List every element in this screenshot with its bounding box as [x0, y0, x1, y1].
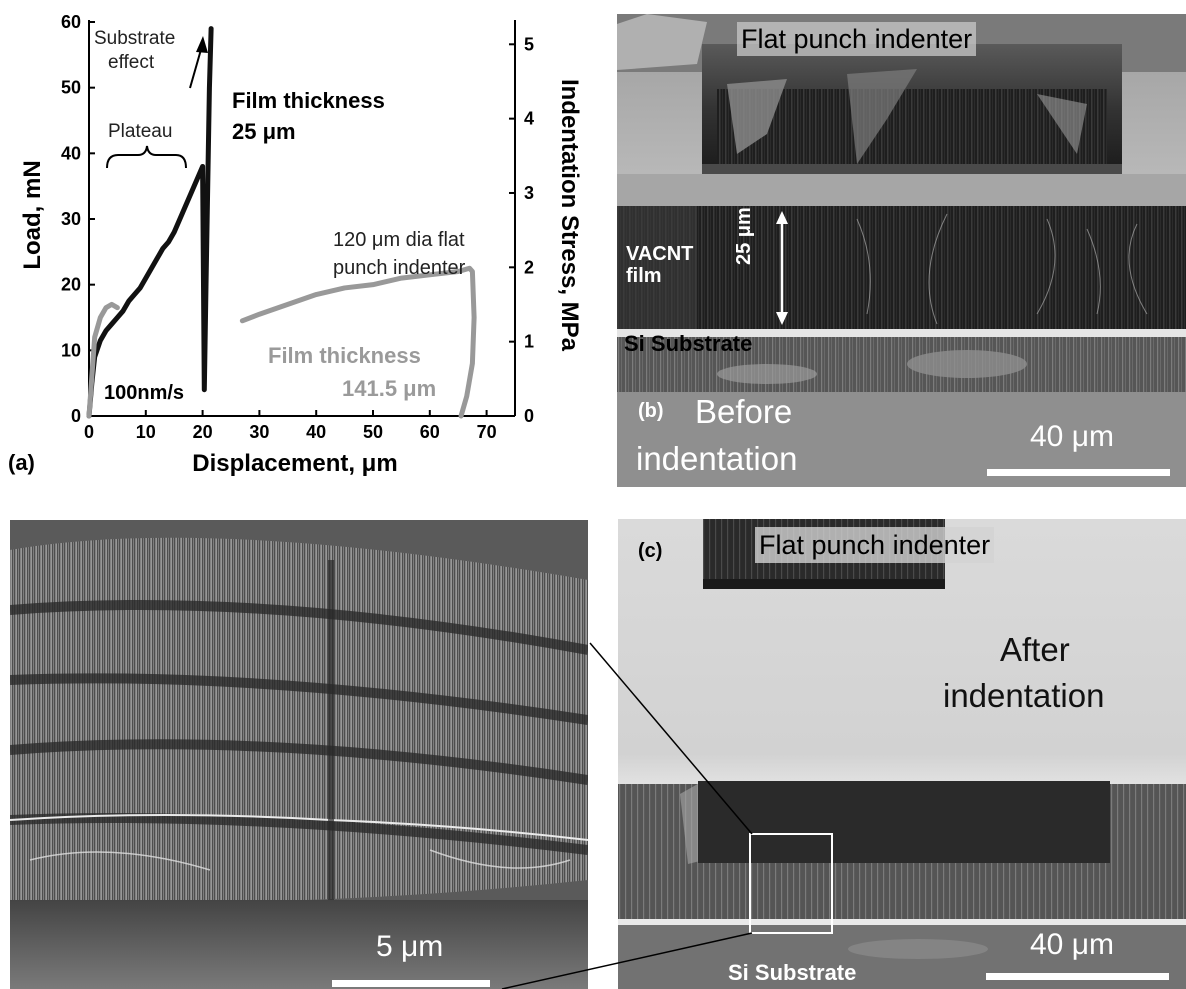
- panel-b-label: (b): [638, 400, 664, 422]
- substrate-effect-label-1: Substrate: [94, 28, 175, 49]
- y-tick-label: 30: [61, 209, 81, 229]
- panel-c-substrate-label: Si Substrate: [728, 960, 857, 985]
- panel-c-caption-1: After: [1000, 631, 1070, 668]
- substrate-effect-arrow: [189, 45, 203, 89]
- y2-tick-label: 3: [524, 183, 534, 203]
- y-tick-label: 10: [61, 340, 81, 360]
- panel-b-caption-1: Before: [695, 393, 793, 430]
- y-tick-label: 0: [71, 406, 81, 426]
- panel-d-scale-label: 5 μm: [376, 930, 444, 963]
- x-tick-label: 20: [193, 422, 213, 442]
- x-tick-label: 10: [136, 422, 156, 442]
- y-axis-label: Load, mN: [19, 160, 46, 269]
- sem-closeup-image: [10, 520, 588, 989]
- sem-before-image: [617, 14, 1186, 487]
- panel-b-caption-2: indentation: [636, 440, 798, 477]
- x-tick-label: 30: [249, 422, 269, 442]
- speed-label: 100nm/s: [104, 382, 184, 404]
- panel-c-label: (c): [638, 540, 663, 562]
- panel-b-substrate-label: Si Substrate: [624, 331, 753, 356]
- film25-label-2: 25 μm: [232, 119, 296, 144]
- panel-c-scale-label: 40 μm: [1030, 928, 1114, 961]
- film141-label-2: 141.5 μm: [342, 376, 436, 401]
- y2-tick-label: 0: [524, 406, 534, 426]
- x-tick-label: 50: [363, 422, 383, 442]
- film141-label-1: Film thickness: [268, 343, 421, 368]
- series-line-2: [86, 301, 120, 419]
- y2-tick-label: 4: [524, 109, 534, 129]
- panel-c-indenter-label: Flat punch indenter: [755, 527, 995, 563]
- substrate-effect-arrowhead: [196, 36, 208, 53]
- y-tick-label: 60: [61, 12, 81, 32]
- x-axis-label: Displacement, μm: [192, 450, 397, 477]
- indenter-label-2: punch indenter: [333, 257, 466, 279]
- x-tick-label: 40: [306, 422, 326, 442]
- y-tick-label: 50: [61, 78, 81, 98]
- series-line-1: [86, 26, 214, 419]
- x-tick-label: 70: [477, 422, 497, 442]
- x-tick-label: 60: [420, 422, 440, 442]
- x-tick-label: 0: [84, 422, 94, 442]
- panel-b-indenter-label: Flat punch indenter: [737, 22, 977, 56]
- panel-b-thickness-label: 25 μm: [733, 207, 755, 265]
- panel-c-caption-2: indentation: [943, 677, 1105, 714]
- plateau-brace: [106, 145, 187, 169]
- series-line-3: [239, 265, 477, 419]
- y-tick-label: 40: [61, 143, 81, 163]
- y-tick-label: 20: [61, 275, 81, 295]
- y2-tick-label: 1: [524, 332, 534, 352]
- sem-after-image: [618, 519, 1186, 989]
- panel-a-label: (a): [8, 450, 35, 475]
- substrate-effect-label-2: effect: [108, 52, 155, 73]
- load-displacement-chart: 0 10 20 30 40 50 60 70 0 10 20 30 40 50 60 0 1 2 3 4 5 (a) 1…: [8, 12, 583, 477]
- plateau-label: Plateau: [108, 121, 172, 142]
- film25-label-1: Film thickness: [232, 88, 385, 113]
- y2-tick-label: 5: [524, 34, 534, 54]
- indenter-label-1: 120 μm dia flat: [333, 229, 465, 251]
- panel-b-scale-label: 40 μm: [1030, 420, 1114, 453]
- y2-axis-label: Indentation Stress, MPa: [556, 79, 583, 352]
- panel-b-vacnt-label: VACNT film: [626, 243, 694, 287]
- y2-tick-label: 2: [524, 257, 534, 277]
